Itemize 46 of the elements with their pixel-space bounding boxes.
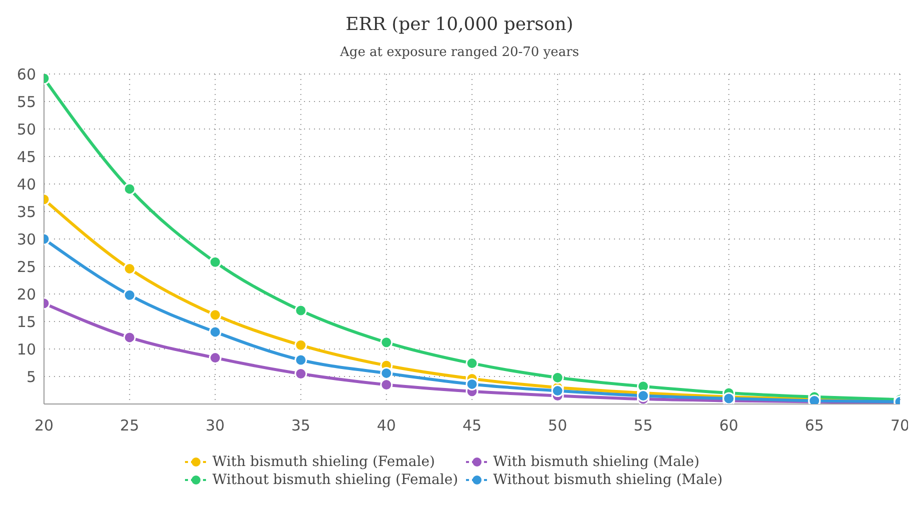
x-tick-label: 40 <box>376 416 396 435</box>
point <box>294 368 308 380</box>
point <box>380 336 393 349</box>
x-tick-label: 25 <box>120 416 140 435</box>
x-tick-label: 45 <box>462 416 482 435</box>
x-tick-label: 30 <box>206 416 225 435</box>
point <box>636 390 650 402</box>
x-tick-label: 20 <box>34 416 54 435</box>
point <box>294 338 308 352</box>
y-tick-label: 60 <box>16 65 36 84</box>
point <box>551 371 564 384</box>
x-tick-label: 60 <box>719 416 738 435</box>
point <box>380 378 393 391</box>
point <box>380 366 393 380</box>
point <box>551 384 564 398</box>
legend-label: With bismuth shieling (Male) <box>493 454 700 470</box>
legend-label: Without bismuth shieling (Male) <box>493 472 723 488</box>
x-tick-label: 65 <box>804 416 824 435</box>
point <box>294 304 308 317</box>
x-tick-label: 35 <box>291 416 310 435</box>
y-tick-label: 20 <box>16 285 36 304</box>
y-tick-label: 15 <box>16 312 36 331</box>
y-tick-label: 45 <box>16 148 36 166</box>
point <box>123 182 136 196</box>
y-tick-label: 55 <box>16 92 36 111</box>
point <box>208 308 222 322</box>
point <box>466 357 478 370</box>
point <box>208 326 222 338</box>
y-tick-label: 25 <box>16 258 36 276</box>
point <box>466 378 478 390</box>
y-tick-label: 10 <box>16 340 36 358</box>
y-tick-label: 30 <box>16 230 36 248</box>
point <box>208 256 222 268</box>
point <box>294 354 308 366</box>
y-tick-label: 50 <box>16 120 36 138</box>
y-tick-label: 40 <box>16 175 36 194</box>
legend-label: With bismuth shieling (Female) <box>212 454 436 470</box>
legend-label: Without bismuth shieling (Female) <box>212 472 458 488</box>
x-tick-label: 50 <box>548 416 568 435</box>
chart-title: ERR (per 10,000 person) <box>344 14 574 35</box>
x-tick-label: 55 <box>634 416 653 435</box>
point <box>123 288 136 302</box>
chart-subtitle: Age at exposure ranged 20-70 years <box>338 45 580 60</box>
y-tick-label: 35 <box>16 202 36 221</box>
point <box>123 331 136 344</box>
y-tick-label: 5 <box>26 368 36 386</box>
